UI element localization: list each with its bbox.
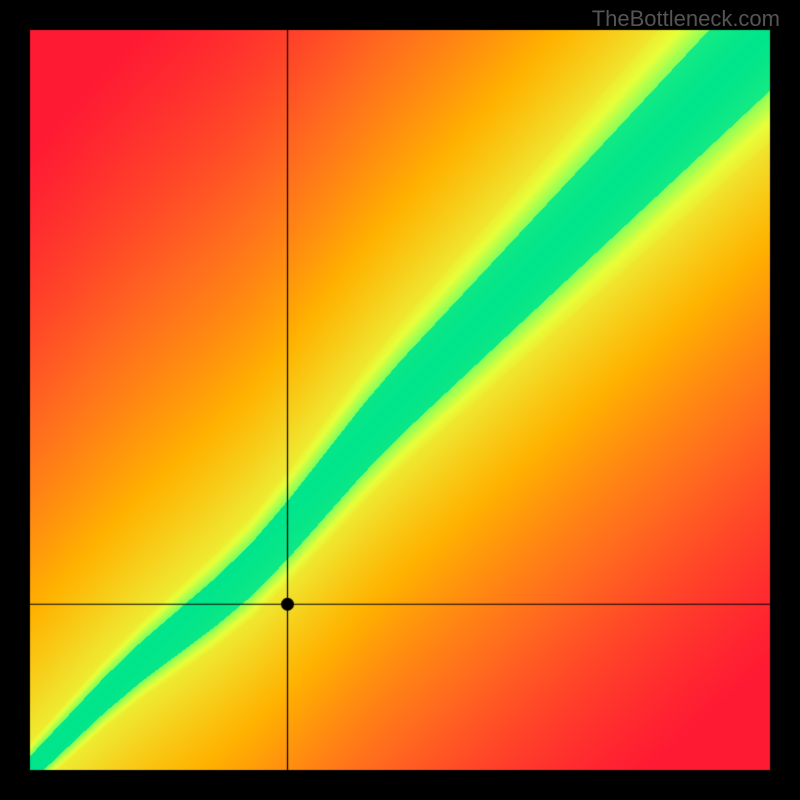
watermark-text: TheBottleneck.com [592,6,780,32]
bottleneck-heatmap-chart: TheBottleneck.com [0,0,800,800]
heatmap-canvas [0,0,800,800]
